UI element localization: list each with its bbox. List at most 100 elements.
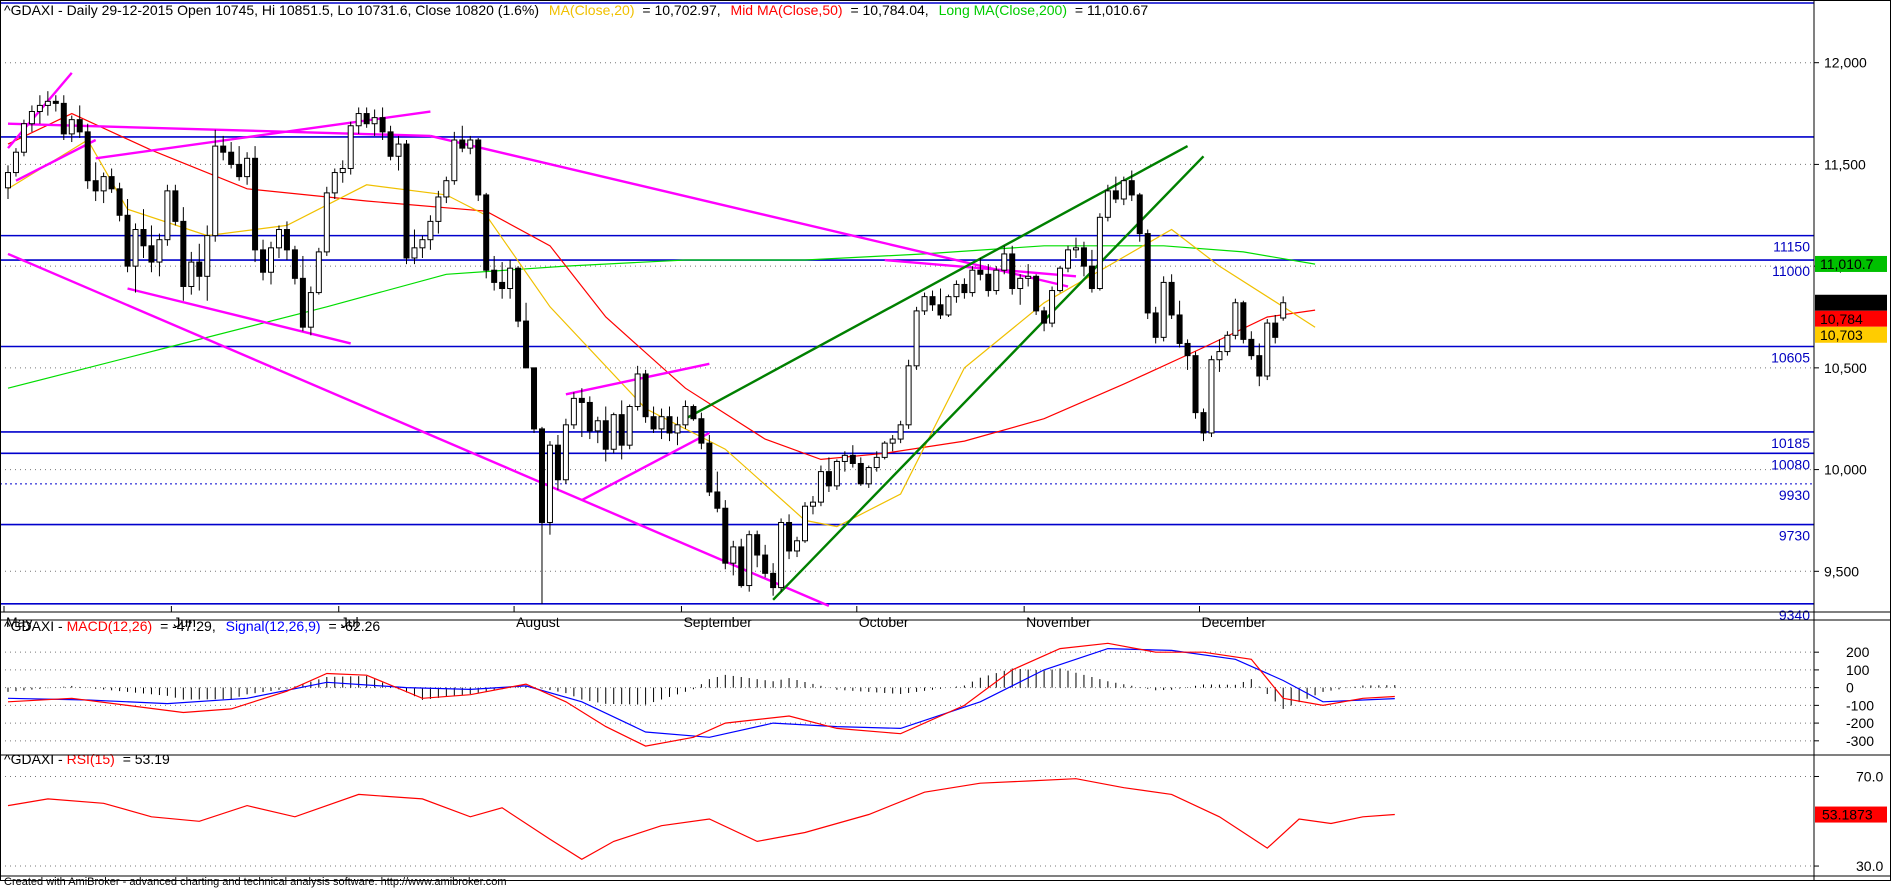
signal-value: = -62.26 bbox=[328, 618, 380, 634]
candle-down bbox=[108, 176, 115, 190]
candle-up bbox=[897, 424, 904, 440]
horizontal-level-label: 11000 bbox=[1772, 263, 1810, 279]
macd-value: = -47.29, bbox=[160, 618, 216, 634]
candle-down bbox=[84, 131, 91, 182]
candle-up bbox=[419, 239, 426, 249]
candle-down bbox=[220, 145, 227, 153]
candle-down bbox=[76, 119, 83, 133]
candle-down bbox=[1176, 314, 1183, 344]
price-tag-label: 10,703 bbox=[1820, 327, 1863, 343]
candle-down bbox=[1240, 302, 1247, 340]
candle-down bbox=[403, 143, 410, 259]
candle-down bbox=[1184, 342, 1191, 357]
candle-down bbox=[602, 420, 609, 450]
macd-label: MACD(12,26) bbox=[67, 618, 153, 634]
candle-down bbox=[531, 367, 538, 430]
candle-up bbox=[204, 235, 211, 277]
candle-up bbox=[1280, 302, 1287, 319]
month-label: May bbox=[6, 614, 32, 630]
candle-down bbox=[291, 249, 298, 279]
ma200-value: = 11,010.67 bbox=[1075, 2, 1149, 18]
candle-down bbox=[299, 277, 306, 328]
price-tick-label: 11,500 bbox=[1824, 156, 1866, 172]
candle-down bbox=[483, 194, 490, 271]
candle-up bbox=[1264, 322, 1271, 377]
price-tag-label: 10,784 bbox=[1820, 311, 1863, 327]
candle-up bbox=[905, 365, 912, 426]
candle-up bbox=[323, 192, 330, 253]
macd-header: ^GDAXI - MACD(12,26) = -47.29, Signal(12… bbox=[4, 618, 380, 634]
month-label: September bbox=[683, 614, 752, 630]
candle-down bbox=[929, 296, 936, 306]
ma50-value: = 10,784.04, bbox=[850, 2, 928, 18]
candle-down bbox=[459, 139, 466, 149]
candle-up bbox=[339, 167, 346, 174]
candle-down bbox=[379, 117, 386, 133]
magenta-trendline bbox=[430, 134, 1069, 288]
rsi-value: = 53.19 bbox=[123, 751, 170, 767]
candle-up bbox=[443, 180, 450, 198]
candle-up bbox=[1104, 190, 1111, 218]
price-tick-label: 9,500 bbox=[1824, 563, 1859, 579]
candle-up bbox=[945, 296, 952, 316]
candle-down bbox=[770, 572, 777, 589]
price-tag-box bbox=[1815, 310, 1887, 327]
price-tag-box bbox=[1815, 255, 1887, 272]
candle-up bbox=[546, 444, 553, 523]
month-label: December bbox=[1202, 614, 1267, 630]
candle-down bbox=[491, 269, 498, 283]
macd-tick-label: -200 bbox=[1846, 715, 1874, 731]
month-label: Jun bbox=[173, 614, 196, 630]
candle-up bbox=[626, 406, 633, 446]
candle-down bbox=[180, 220, 187, 287]
candle-up bbox=[658, 416, 665, 430]
macd-line bbox=[7, 642, 1395, 747]
candle-down bbox=[857, 462, 864, 485]
candle-down bbox=[1256, 355, 1263, 377]
candle-up bbox=[1017, 277, 1024, 290]
month-label: August bbox=[516, 614, 560, 630]
horizontal-level-label: 10605 bbox=[1771, 350, 1810, 366]
price-tag-box bbox=[1815, 294, 1887, 311]
candle-down bbox=[690, 406, 697, 420]
candle-down bbox=[1041, 310, 1048, 324]
macd-tick-label: -300 bbox=[1846, 733, 1874, 749]
candle-up bbox=[268, 247, 275, 273]
candle-down bbox=[1080, 247, 1087, 267]
rsi-axis: 70.0 30.0 53.1873 bbox=[1814, 768, 1887, 874]
candle-down bbox=[754, 534, 761, 556]
candle-up bbox=[132, 229, 139, 267]
candle-up bbox=[451, 139, 458, 182]
macd-histogram bbox=[7, 668, 1396, 709]
candle-up bbox=[913, 310, 920, 367]
rsi-header-prefix: ^GDAXI - bbox=[4, 751, 67, 767]
candle-up bbox=[594, 420, 601, 432]
macd-tick-label: -100 bbox=[1846, 697, 1874, 713]
candle-up bbox=[778, 521, 785, 589]
candle-up bbox=[212, 145, 219, 237]
horizontal-level-label: 9930 bbox=[1779, 487, 1810, 503]
magenta-trendline bbox=[7, 252, 830, 607]
candle-up bbox=[307, 292, 314, 328]
macd-axis: 200 100 0-100 -200 -300 bbox=[1814, 644, 1874, 749]
candle-down bbox=[722, 507, 729, 564]
price-tag-label: 11,010.7 bbox=[1820, 256, 1874, 272]
candle-up bbox=[1057, 267, 1064, 292]
price-header-prefix: ^GDAXI - Daily 29-12-2015 Open 10745, Hi… bbox=[4, 2, 539, 18]
price-pane: ^GDAXI - Daily 29-12-2015 Open 10745, Hi… bbox=[0, 2, 1887, 630]
candle-up bbox=[817, 471, 824, 503]
candle-up bbox=[562, 424, 569, 481]
signal-label: Signal(12,26,9) bbox=[226, 618, 321, 634]
candle-up bbox=[36, 104, 43, 113]
candle-down bbox=[1088, 265, 1095, 290]
candle-down bbox=[762, 554, 769, 574]
candle-down bbox=[387, 131, 394, 157]
rsi-pane: ^GDAXI - RSI(15) = 53.19 70.0 30.0 53.1873 bbox=[0, 751, 1887, 874]
candle-down bbox=[236, 163, 243, 178]
horizontal-level-label: 9730 bbox=[1779, 528, 1810, 544]
green-trendline bbox=[772, 155, 1205, 601]
candle-up bbox=[435, 196, 442, 222]
macd-lines bbox=[7, 642, 1395, 747]
